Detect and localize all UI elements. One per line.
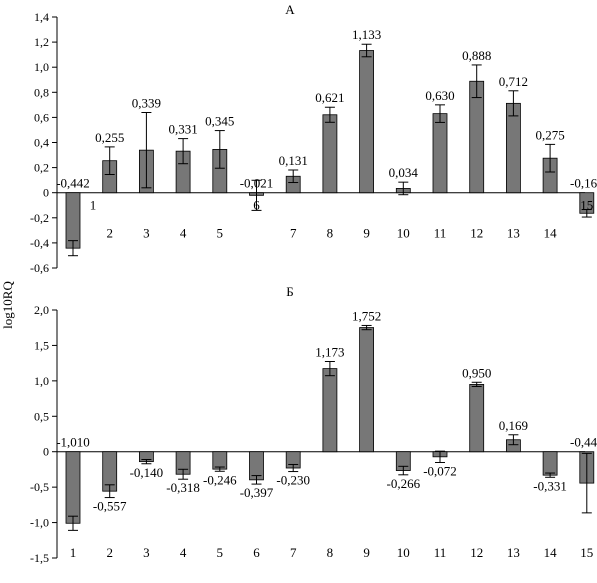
data-label: 0,888 xyxy=(462,48,491,63)
panel-title: Б xyxy=(286,284,293,299)
y-tick-label: 1,4 xyxy=(34,10,49,24)
category-label: 4 xyxy=(180,226,187,241)
category-label: 5 xyxy=(217,545,224,560)
bar xyxy=(359,327,375,453)
category-label: 2 xyxy=(106,226,113,241)
data-label: 0,621 xyxy=(315,90,344,105)
y-tick-label: 0,2 xyxy=(34,161,49,175)
bar xyxy=(65,451,81,524)
category-label: 15 xyxy=(580,545,593,560)
category-label: 6 xyxy=(253,545,260,560)
category-label: 5 xyxy=(217,226,224,241)
data-label: 0,255 xyxy=(95,130,124,145)
category-label: 14 xyxy=(544,226,558,241)
category-label: 4 xyxy=(180,545,187,560)
category-label: 8 xyxy=(327,226,334,241)
category-label: 3 xyxy=(143,545,150,560)
y-tick-label: 1,5 xyxy=(34,338,49,352)
y-tick-label: -1,0 xyxy=(30,516,49,530)
data-label: -0,443 xyxy=(570,435,597,450)
data-label: -0,442 xyxy=(56,176,90,191)
category-label: 9 xyxy=(363,226,370,241)
y-tick-label: -1,5 xyxy=(30,551,49,565)
data-label: 0,034 xyxy=(389,165,419,180)
y-tick-label: 0,6 xyxy=(34,110,49,124)
y-tick-label: -0,6 xyxy=(30,261,49,275)
data-label: -0,072 xyxy=(423,463,457,478)
bar xyxy=(322,114,338,194)
category-label: 11 xyxy=(434,226,447,241)
category-label: 1 xyxy=(90,198,97,213)
data-label: 0,339 xyxy=(132,96,161,111)
category-label: 13 xyxy=(507,545,520,560)
data-label: -0,164 xyxy=(570,176,597,191)
y-tick-label: 1,0 xyxy=(34,374,49,388)
bar xyxy=(505,102,521,194)
data-label: -1,010 xyxy=(56,435,90,450)
y-tick-label: 1,2 xyxy=(34,35,49,49)
panel-title: А xyxy=(285,2,295,17)
category-label: 14 xyxy=(544,545,558,560)
category-label: 7 xyxy=(290,545,297,560)
category-label: 12 xyxy=(470,226,483,241)
y-tick-label: 2,0 xyxy=(34,303,49,317)
y-tick-label: 0,8 xyxy=(34,85,49,99)
data-label: -0,397 xyxy=(240,485,274,500)
data-label: 0,131 xyxy=(279,153,308,168)
data-label: 1,133 xyxy=(352,27,381,42)
bar xyxy=(359,50,375,194)
bar xyxy=(542,451,558,476)
y-tick-label: -0,2 xyxy=(30,211,49,225)
category-label: 7 xyxy=(290,226,297,241)
data-label: 0,712 xyxy=(499,74,528,89)
y-tick-label: 1,0 xyxy=(34,60,49,74)
data-label: 0,169 xyxy=(499,418,528,433)
panel-b: Б -1,5 -1,0 -0,5 0 0,5 1,0 1,5 2,0 -1,010 1 -0,557 2… xyxy=(30,284,597,565)
category-label: 10 xyxy=(397,226,410,241)
data-label: -0,557 xyxy=(93,499,127,514)
category-label: 3 xyxy=(143,226,150,241)
category-label: 2 xyxy=(106,545,113,560)
data-label: -0,140 xyxy=(130,465,164,480)
data-label: 0,630 xyxy=(425,88,454,103)
data-label: 0,950 xyxy=(462,365,491,380)
y-tick-label: 0,5 xyxy=(34,409,49,423)
category-label: 10 xyxy=(397,545,410,560)
category-label: 15 xyxy=(580,198,593,213)
panel-a: А -0,6 -0,4 -0,2 0 0,2 0,4 0,6 0,8 1,0 1,2 1,4 -0,44… xyxy=(30,2,597,275)
data-label: -0,331 xyxy=(533,478,567,493)
bar xyxy=(432,113,448,194)
category-label: 12 xyxy=(470,545,483,560)
data-label: 0,275 xyxy=(535,127,564,142)
data-label: 0,345 xyxy=(205,114,234,129)
y-tick-label: 0 xyxy=(43,186,49,200)
data-label: -0,246 xyxy=(203,472,237,487)
y-tick-label: 0 xyxy=(43,445,49,459)
data-label: -0,021 xyxy=(240,176,274,191)
category-label: 9 xyxy=(363,545,370,560)
data-label: 0,331 xyxy=(168,122,197,137)
category-label: 11 xyxy=(434,545,447,560)
bar xyxy=(322,368,338,453)
data-label: 1,752 xyxy=(352,308,381,323)
data-label: -0,318 xyxy=(166,480,200,495)
y-axis-label: log10RQ xyxy=(0,281,15,329)
data-label: 1,173 xyxy=(315,345,344,360)
y-tick-label: 0,4 xyxy=(34,136,49,150)
category-label: 13 xyxy=(507,226,520,241)
y-tick-label: -0,5 xyxy=(30,480,49,494)
category-label: 6 xyxy=(253,198,260,213)
data-label: -0,230 xyxy=(276,473,310,488)
category-label: 8 xyxy=(327,545,334,560)
data-label: -0,266 xyxy=(387,476,421,491)
bar xyxy=(469,383,485,453)
category-label: 1 xyxy=(70,545,77,560)
y-tick-label: -0,4 xyxy=(30,236,49,250)
bar xyxy=(65,192,81,249)
